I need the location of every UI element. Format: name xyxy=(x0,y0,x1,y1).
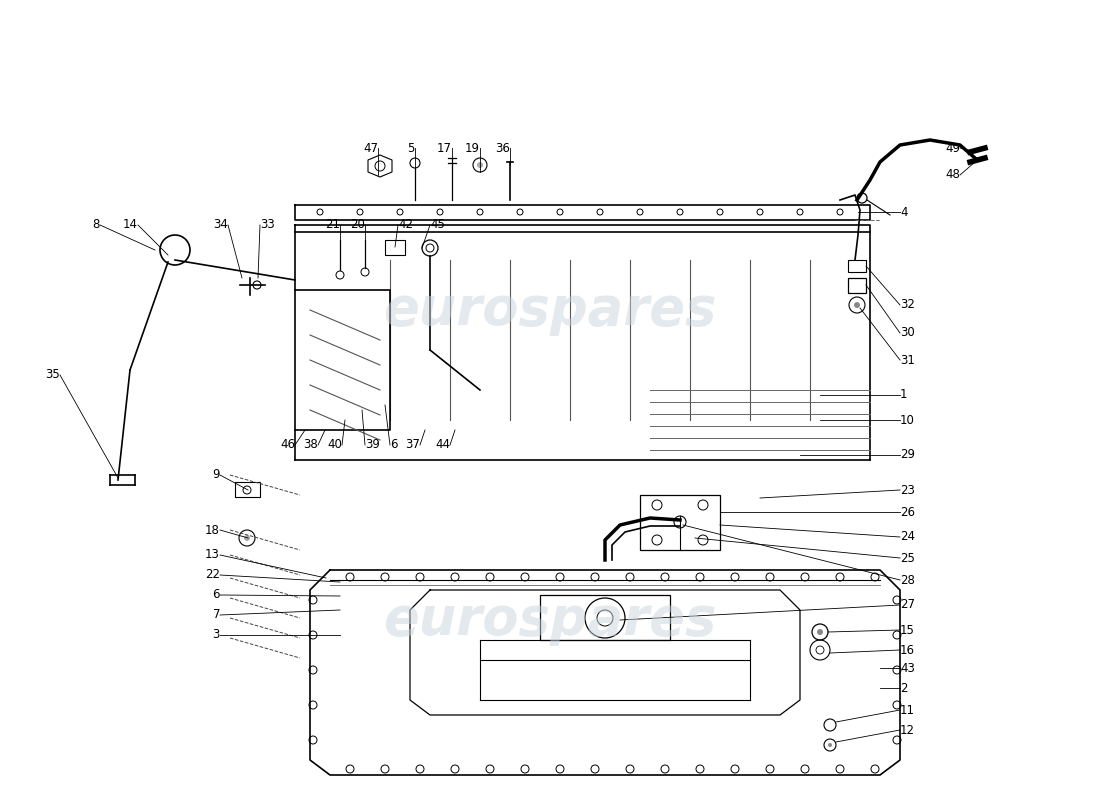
Text: 24: 24 xyxy=(900,530,915,543)
Text: 16: 16 xyxy=(900,643,915,657)
Circle shape xyxy=(854,302,860,308)
Text: 1: 1 xyxy=(900,389,908,402)
Text: 44: 44 xyxy=(434,438,450,451)
Text: 47: 47 xyxy=(363,142,378,154)
Text: 18: 18 xyxy=(205,523,220,537)
Circle shape xyxy=(477,162,483,168)
Text: 22: 22 xyxy=(205,569,220,582)
Circle shape xyxy=(828,743,832,747)
Text: 13: 13 xyxy=(205,549,220,562)
Text: 3: 3 xyxy=(212,629,220,642)
Text: 10: 10 xyxy=(900,414,915,426)
Text: eurospares: eurospares xyxy=(383,284,717,336)
Circle shape xyxy=(244,535,250,541)
Bar xyxy=(235,482,260,497)
Bar xyxy=(848,278,866,293)
Text: 4: 4 xyxy=(900,206,908,218)
Text: 40: 40 xyxy=(327,438,342,451)
Circle shape xyxy=(817,629,823,635)
Text: 37: 37 xyxy=(405,438,420,451)
Text: 6: 6 xyxy=(390,438,397,451)
Text: 35: 35 xyxy=(45,369,60,382)
Text: 46: 46 xyxy=(280,438,295,451)
Text: 45: 45 xyxy=(430,218,444,231)
Text: 42: 42 xyxy=(398,218,412,231)
Text: 23: 23 xyxy=(900,483,915,497)
Text: 31: 31 xyxy=(900,354,915,366)
Text: 17: 17 xyxy=(437,142,452,154)
Text: 48: 48 xyxy=(945,169,960,182)
Text: 38: 38 xyxy=(304,438,318,451)
Text: 49: 49 xyxy=(945,142,960,154)
Text: 11: 11 xyxy=(900,703,915,717)
Bar xyxy=(640,495,720,550)
Text: 2: 2 xyxy=(900,682,908,694)
Text: 20: 20 xyxy=(350,218,365,231)
Text: 9: 9 xyxy=(212,469,220,482)
Text: 19: 19 xyxy=(465,142,480,154)
Text: 32: 32 xyxy=(900,298,915,311)
Text: 43: 43 xyxy=(900,662,915,674)
Text: 28: 28 xyxy=(900,574,915,586)
Text: 15: 15 xyxy=(900,623,915,637)
Text: 21: 21 xyxy=(324,218,340,231)
Text: eurospares: eurospares xyxy=(383,594,717,646)
Text: 34: 34 xyxy=(213,218,228,231)
Text: 6: 6 xyxy=(212,589,220,602)
Text: 36: 36 xyxy=(495,142,510,154)
Text: 5: 5 xyxy=(408,142,415,154)
Text: 8: 8 xyxy=(92,218,100,231)
Text: 33: 33 xyxy=(260,218,275,231)
Text: 39: 39 xyxy=(365,438,380,451)
Bar xyxy=(540,595,670,640)
Text: 25: 25 xyxy=(900,551,915,565)
Text: 14: 14 xyxy=(123,218,138,231)
Text: 30: 30 xyxy=(900,326,915,339)
Text: 12: 12 xyxy=(900,723,915,737)
Text: 27: 27 xyxy=(900,598,915,611)
Text: 29: 29 xyxy=(900,449,915,462)
Bar xyxy=(385,240,405,255)
Bar xyxy=(848,260,866,272)
Text: 7: 7 xyxy=(212,609,220,622)
Text: 26: 26 xyxy=(900,506,915,518)
